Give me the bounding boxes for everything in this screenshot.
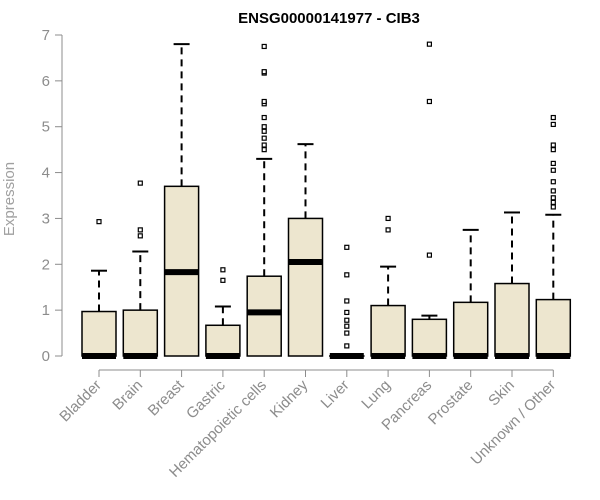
outlier-point (344, 323, 350, 329)
outlier-point (426, 41, 432, 47)
x-tick-label: Kidney (267, 376, 312, 421)
outlier-point (137, 180, 143, 186)
outlier-point (550, 204, 556, 210)
outlier-point (550, 147, 556, 153)
outlier-point (550, 167, 556, 173)
outlier-point (261, 114, 267, 121)
box (370, 304, 406, 357)
outlier-point (344, 343, 350, 349)
x-tick-label: Breast (145, 376, 188, 419)
box (205, 324, 241, 357)
box (494, 282, 530, 357)
box (246, 275, 282, 357)
outlier-point (344, 309, 350, 316)
box (81, 310, 117, 357)
box (287, 217, 324, 357)
x-tick-label: Bladder (56, 377, 105, 426)
outlier-point (261, 135, 267, 141)
y-tick-label: 6 (42, 73, 50, 90)
outlier-point (426, 252, 432, 258)
outlier-point (261, 98, 267, 105)
outlier-point (261, 124, 267, 130)
y-tick-label: 7 (42, 27, 50, 44)
x-tick-label: Prostate (425, 377, 477, 429)
outlier-point (344, 244, 350, 250)
y-tick-label: 5 (42, 119, 50, 136)
box (535, 298, 572, 357)
outlier-point (261, 69, 267, 75)
y-tick-label: 2 (42, 256, 50, 273)
outlier-point (261, 43, 267, 50)
outlier-point (344, 272, 350, 278)
outlier-point (385, 215, 391, 222)
x-tick-label: Brain (109, 377, 146, 414)
box (452, 301, 489, 357)
outlier-point (261, 142, 267, 148)
outlier-point (220, 277, 226, 283)
outlier-point (137, 227, 143, 233)
outlier-point (550, 195, 556, 201)
y-axis-label: Expression (1, 162, 18, 236)
outlier-point (344, 317, 350, 323)
y-tick-label: 1 (42, 302, 50, 319)
outlier-point (550, 142, 556, 148)
chart-title: ENSG00000141977 - CIB3 (238, 10, 420, 27)
outlier-point (426, 98, 432, 105)
x-tick-label: Lung (358, 377, 394, 413)
y-tick-label: 0 (42, 348, 50, 365)
box (411, 318, 448, 357)
outlier-point (550, 114, 556, 121)
y-tick-label: 3 (42, 210, 50, 227)
outlier-point (344, 298, 350, 304)
outlier-point (96, 219, 102, 225)
box (122, 309, 159, 357)
outlier-point (550, 160, 556, 166)
x-tick-label: Skin (485, 377, 518, 410)
y-tick-label: 4 (42, 165, 50, 182)
outlier-point (261, 147, 267, 153)
outlier-point (220, 267, 226, 273)
x-tick-label: Liver (318, 377, 353, 412)
outlier-point (137, 233, 143, 239)
outlier-point (550, 179, 556, 185)
outlier-point (261, 128, 267, 134)
outlier-point (550, 188, 556, 194)
outlier-point (550, 121, 556, 128)
outlier-point (385, 227, 391, 233)
outlier-point (344, 330, 350, 336)
outlier-point (550, 199, 556, 205)
